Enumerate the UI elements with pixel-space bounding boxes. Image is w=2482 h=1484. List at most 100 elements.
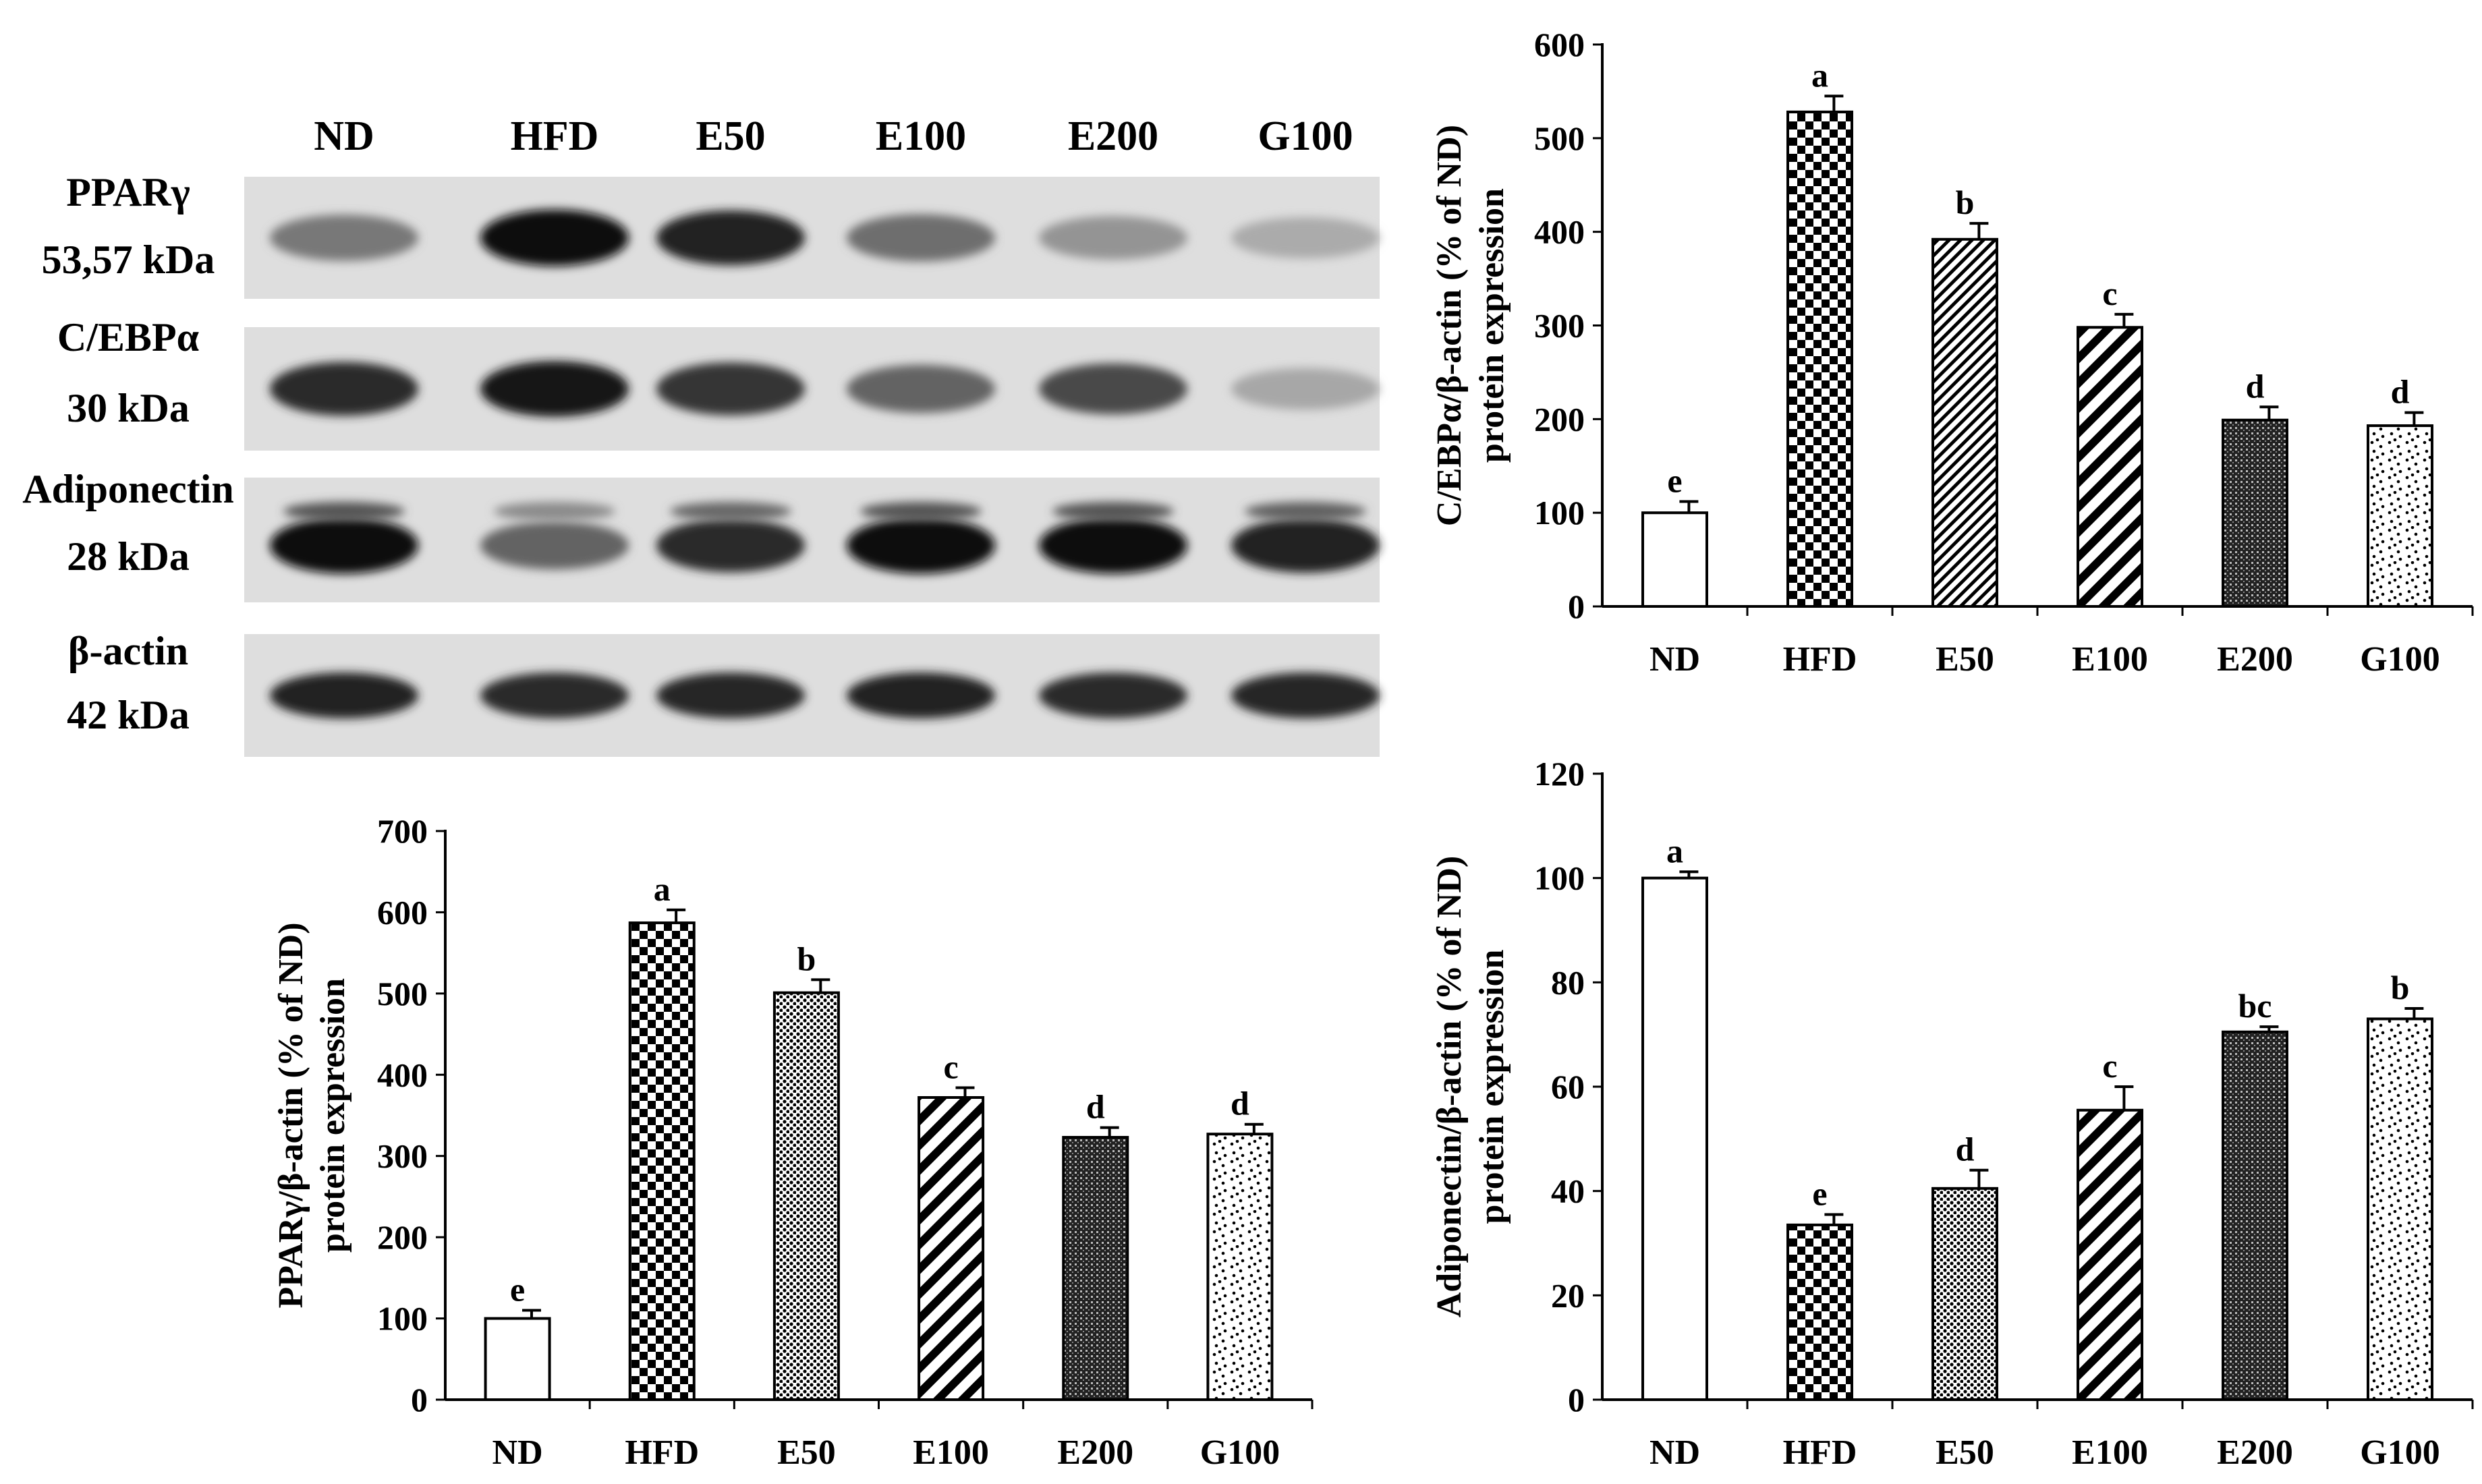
protein-size: 42 kDa — [67, 693, 190, 737]
y-tick-label: 80 — [1551, 963, 1585, 1001]
protein-size: 28 kDa — [67, 534, 190, 579]
y-tick-label: 120 — [1534, 755, 1585, 793]
bar-nd — [484, 1317, 551, 1401]
blot-band — [847, 364, 995, 413]
y-tick-label: 200 — [377, 1218, 428, 1256]
blot-band — [480, 209, 629, 266]
bar-e100 — [2077, 1108, 2143, 1402]
western-blot: ND HFD E50 E100 E200 G100 PPARγ 53,57 kDa C/EBPα… — [22, 113, 1380, 757]
bar-hfd — [1786, 1223, 1853, 1402]
protein-name: β-actin — [68, 629, 188, 673]
bar-e200 — [2222, 1030, 2288, 1402]
x-tick-label: HFD — [1783, 1433, 1857, 1472]
bar-hfd — [628, 921, 696, 1401]
y-tick-label: 600 — [1534, 26, 1585, 63]
protein-size: 53,57 kDa — [42, 237, 215, 282]
x-tick-label: E100 — [2072, 1433, 2148, 1472]
lane-label-g100: G100 — [1258, 113, 1353, 159]
blot-band — [270, 517, 418, 574]
x-tick-label: ND — [1649, 1433, 1700, 1472]
y-tick-label: 300 — [377, 1137, 428, 1175]
protein-name: C/EBPα — [57, 315, 199, 360]
y-tick-label: 300 — [1534, 307, 1585, 345]
x-tick-label: E100 — [2072, 640, 2148, 679]
bar-e200 — [1062, 1136, 1129, 1402]
y-axis-label: protein expression — [1473, 188, 1511, 463]
blot-band — [847, 214, 995, 262]
x-tick-label: G100 — [2360, 1433, 2439, 1472]
blot-band — [1231, 368, 1380, 410]
significance-letter: b — [1956, 183, 1975, 221]
y-tick-label: 700 — [377, 812, 428, 850]
bar-e50 — [772, 991, 840, 1401]
cebp-chart: 0 100 200 300 400 500 600 e ND a HFD b E50 c E100 d E200… — [1430, 26, 2474, 679]
significance-letter: e — [510, 1271, 525, 1309]
significance-letter: d — [2246, 367, 2265, 405]
y-tick-label: 100 — [377, 1300, 428, 1338]
y-axis-label: protein expression — [1473, 949, 1511, 1224]
x-tick-label: E200 — [2217, 640, 2293, 679]
y-tick-label: 400 — [377, 1056, 428, 1093]
y-tick-label: 0 — [1568, 1381, 1585, 1419]
significance-letter: d — [1086, 1088, 1105, 1126]
significance-letter: a — [1811, 56, 1828, 94]
bar-nd — [1641, 511, 1708, 608]
blot-band — [656, 210, 805, 266]
x-tick-label: E50 — [1936, 640, 1994, 679]
bar-hfd — [1786, 110, 1853, 608]
significance-letter: d — [2391, 373, 2410, 411]
y-tick-label: 0 — [1568, 588, 1585, 625]
bar-nd — [1641, 876, 1708, 1401]
blot-band — [670, 502, 791, 521]
adiponectin-chart: 0 20 40 60 80 100 120 a ND e HFD d E50 c E100 bc E200 b G1… — [1430, 755, 2474, 1472]
bar-e50 — [1931, 1187, 1998, 1402]
blot-band — [480, 361, 629, 417]
y-tick-label: 500 — [377, 975, 428, 1012]
lane-label-hfd: HFD — [511, 113, 599, 159]
y-axis-label: C/EBPα/β-actin (% of ND) — [1430, 125, 1469, 526]
y-tick-label: 100 — [1534, 494, 1585, 532]
x-tick-label: ND — [1649, 640, 1700, 679]
blot-band — [1231, 673, 1380, 718]
x-tick-label: E200 — [2217, 1433, 2293, 1472]
y-axis-label: protein expression — [314, 978, 352, 1253]
blot-band — [656, 673, 805, 718]
blot-strip — [244, 327, 1380, 451]
blot-band — [860, 502, 982, 521]
bar-g100 — [1206, 1133, 1274, 1402]
significance-letter: e — [1812, 1174, 1827, 1212]
y-tick-label: 40 — [1551, 1172, 1585, 1210]
blot-band — [1231, 217, 1380, 259]
blot-band — [270, 673, 418, 718]
y-tick-label: 20 — [1551, 1276, 1585, 1314]
significance-letter: b — [797, 940, 816, 977]
x-tick-label: E100 — [913, 1433, 989, 1472]
significance-letter: d — [1231, 1085, 1249, 1122]
bar-e100 — [918, 1096, 985, 1402]
protein-name: PPARγ — [66, 170, 190, 215]
y-tick-label: 600 — [377, 893, 428, 931]
significance-letter: bc — [2238, 987, 2272, 1025]
bar-e200 — [2222, 418, 2288, 608]
y-tick-label: 100 — [1534, 859, 1585, 897]
significance-letter: d — [1956, 1131, 1975, 1168]
x-tick-label: G100 — [1200, 1433, 1280, 1472]
blot-band — [1039, 673, 1187, 718]
significance-letter: c — [2102, 1047, 2117, 1085]
bar-g100 — [2367, 424, 2433, 608]
bar-e50 — [1931, 237, 1998, 608]
blot-band — [283, 502, 405, 521]
blot-band — [494, 502, 615, 521]
x-tick-label: HFD — [625, 1433, 699, 1472]
lane-label-e100: E100 — [876, 113, 966, 159]
y-tick-label: 400 — [1534, 213, 1585, 251]
y-tick-label: 500 — [1534, 119, 1585, 157]
significance-letter: c — [2102, 275, 2117, 312]
blot-band — [656, 518, 805, 573]
blot-strip — [244, 634, 1380, 757]
blot-band — [480, 521, 629, 570]
blot-band — [1231, 517, 1380, 573]
blot-strip — [244, 177, 1380, 299]
blot-band — [480, 673, 629, 718]
blot-band — [656, 362, 805, 416]
